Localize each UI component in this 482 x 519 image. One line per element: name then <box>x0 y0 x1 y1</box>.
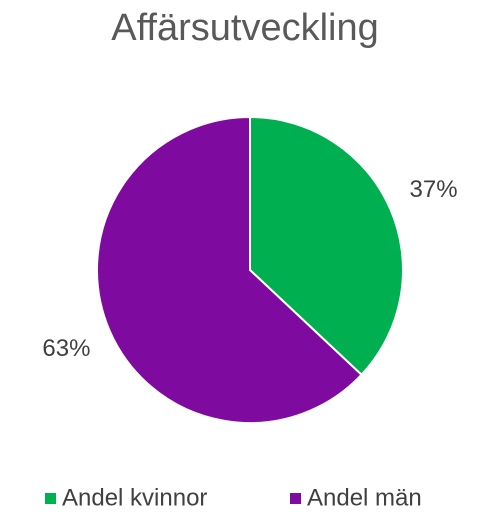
legend-label: Andel män <box>307 484 422 511</box>
pie-slice <box>249 115 404 377</box>
legend-swatch <box>45 493 56 504</box>
data-label: 63% <box>42 335 90 362</box>
data-label: 37% <box>410 176 458 203</box>
pie-slice <box>96 115 363 424</box>
legend-label: Andel kvinnor <box>62 484 207 511</box>
chart-title: Affärsutveckling <box>111 7 379 49</box>
legend-swatch <box>290 493 301 504</box>
